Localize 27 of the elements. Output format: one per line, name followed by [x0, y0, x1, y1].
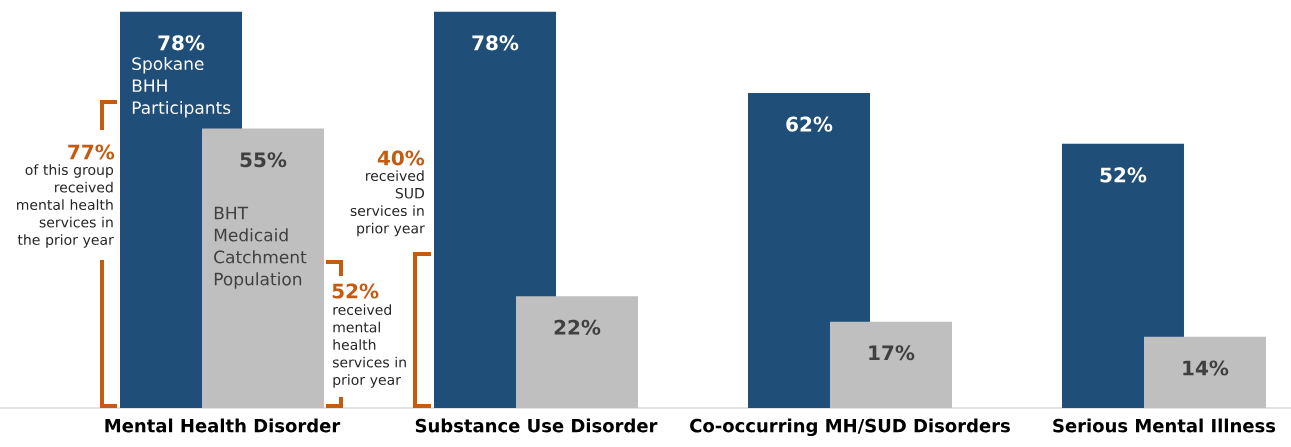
series-label: BHT Medicaid Catchment Population [214, 206, 307, 289]
bar [516, 296, 638, 408]
x-tick-label: Mental Health Disorder [105, 418, 341, 433]
data-label: 62% [786, 116, 833, 132]
series-label: Spokane BHH Participants [132, 56, 231, 118]
annotation: received SUD services in prior year [350, 170, 425, 237]
bar [1143, 336, 1266, 408]
annotation: 40% [377, 150, 425, 166]
data-label: 17% [869, 345, 915, 361]
data-label: 78% [472, 35, 519, 51]
bar [434, 11, 556, 408]
annotation: 77% [68, 144, 115, 160]
x-tick-label: Co-occurring MH/SUD Disorders [690, 418, 1010, 437]
data-label: 14% [1183, 360, 1229, 376]
x-tick-label: Substance Use Disorder [415, 418, 658, 433]
data-label: 52% [1100, 167, 1147, 183]
data-label: 55% [240, 152, 287, 168]
data-label: 78% [158, 35, 205, 51]
data-label: 22% [554, 319, 601, 335]
annotation: received mental health services in prior year [332, 304, 406, 388]
bar [1061, 143, 1184, 408]
x-tick-label: Serious Mental Illness [1053, 418, 1276, 433]
bar [748, 93, 870, 408]
annotation: 52% [332, 283, 379, 299]
bar [202, 128, 325, 408]
annotation: of this group received mental health services in the prior year [17, 164, 114, 248]
bar [829, 321, 952, 408]
